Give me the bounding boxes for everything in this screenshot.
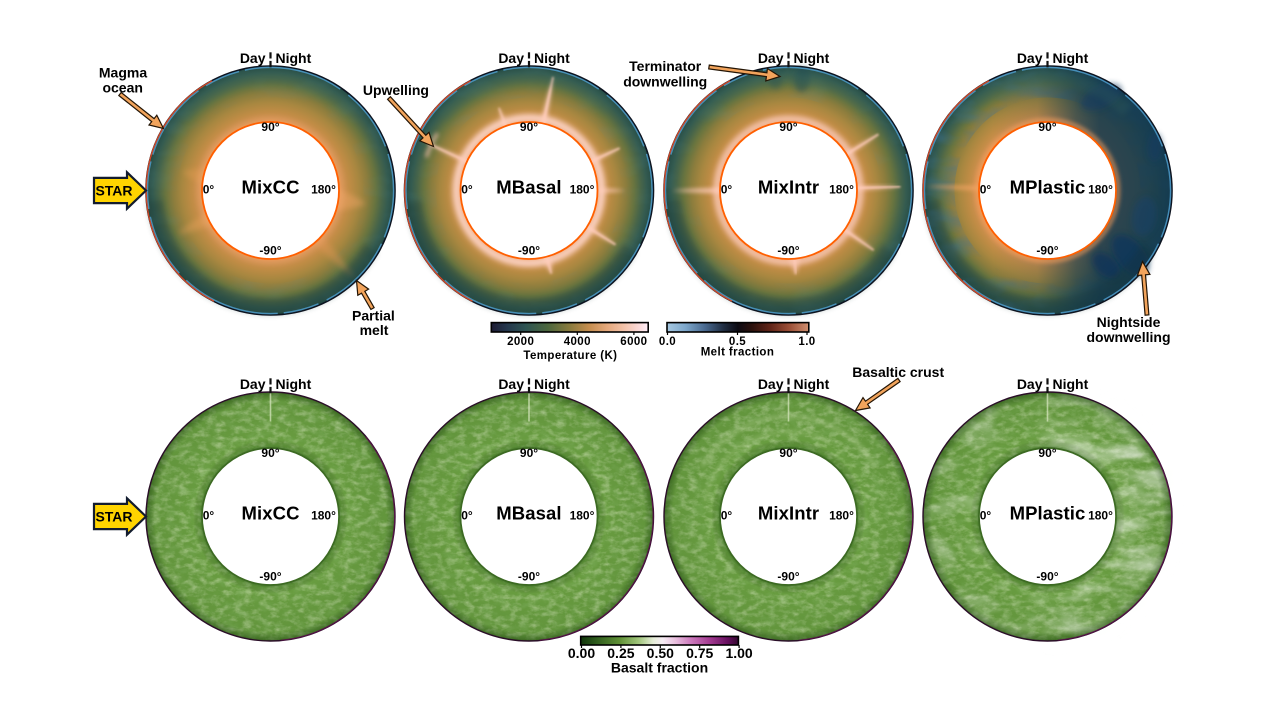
- svg-text:0.5: 0.5: [729, 336, 746, 348]
- svg-text:Basaltic crust: Basaltic crust: [852, 364, 944, 380]
- svg-text:Night: Night: [534, 50, 570, 66]
- svg-text:180°: 180°: [1088, 508, 1113, 522]
- svg-text:0.00: 0.00: [568, 645, 595, 661]
- svg-text:0°: 0°: [980, 508, 992, 522]
- svg-text:180°: 180°: [570, 182, 595, 196]
- svg-text:180°: 180°: [1088, 182, 1113, 196]
- svg-text:0°: 0°: [980, 182, 992, 196]
- svg-text:STAR: STAR: [95, 509, 132, 525]
- svg-text:MPlastic: MPlastic: [1010, 177, 1086, 198]
- svg-text:Day: Day: [498, 376, 524, 392]
- svg-text:-90°: -90°: [1036, 570, 1058, 584]
- svg-text:Night: Night: [794, 50, 830, 66]
- svg-text:0°: 0°: [721, 182, 733, 196]
- svg-text:0°: 0°: [203, 508, 215, 522]
- svg-text:180°: 180°: [829, 182, 854, 196]
- svg-text:Day: Day: [240, 376, 266, 392]
- svg-text:melt: melt: [360, 322, 389, 338]
- svg-text:Night: Night: [1053, 50, 1089, 66]
- svg-text:2000: 2000: [507, 336, 534, 348]
- svg-text:Temperature (K): Temperature (K): [523, 350, 617, 362]
- svg-text:1.0: 1.0: [798, 336, 815, 348]
- svg-text:Day: Day: [1017, 50, 1043, 66]
- svg-text:-90°: -90°: [777, 570, 799, 584]
- svg-text:Upwelling: Upwelling: [363, 82, 429, 98]
- svg-text:-90°: -90°: [777, 244, 799, 258]
- svg-text:MPlastic: MPlastic: [1010, 503, 1086, 524]
- svg-text:90°: 90°: [520, 120, 538, 134]
- svg-text:Day: Day: [1017, 376, 1043, 392]
- svg-text:90°: 90°: [779, 446, 797, 460]
- svg-text:MixIntr: MixIntr: [758, 177, 819, 198]
- svg-text:0°: 0°: [461, 182, 473, 196]
- svg-text:1.00: 1.00: [725, 645, 752, 661]
- svg-text:STAR: STAR: [95, 183, 132, 199]
- svg-text:Basalt fraction: Basalt fraction: [611, 660, 708, 676]
- svg-text:MBasal: MBasal: [496, 177, 561, 198]
- svg-text:0.50: 0.50: [647, 645, 674, 661]
- svg-text:ocean: ocean: [102, 80, 142, 96]
- svg-text:MBasal: MBasal: [496, 503, 561, 524]
- svg-text:90°: 90°: [261, 446, 279, 460]
- svg-text:90°: 90°: [779, 120, 797, 134]
- svg-text:0°: 0°: [461, 508, 473, 522]
- svg-text:90°: 90°: [1038, 446, 1056, 460]
- svg-text:-90°: -90°: [518, 244, 540, 258]
- svg-text:180°: 180°: [311, 508, 336, 522]
- svg-text:Night: Night: [276, 50, 312, 66]
- svg-text:downwelling: downwelling: [623, 73, 707, 89]
- svg-text:Day: Day: [498, 50, 524, 66]
- svg-text:-90°: -90°: [518, 570, 540, 584]
- svg-text:MixIntr: MixIntr: [758, 503, 819, 524]
- svg-text:180°: 180°: [570, 508, 595, 522]
- svg-text:180°: 180°: [311, 182, 336, 196]
- svg-text:0°: 0°: [721, 508, 733, 522]
- svg-text:MixCC: MixCC: [241, 177, 299, 198]
- svg-text:0°: 0°: [203, 182, 215, 196]
- svg-text:-90°: -90°: [259, 570, 281, 584]
- svg-text:180°: 180°: [829, 508, 854, 522]
- svg-text:4000: 4000: [564, 336, 591, 348]
- svg-text:Terminator: Terminator: [629, 58, 702, 74]
- svg-text:0.75: 0.75: [686, 645, 713, 661]
- svg-text:Night: Night: [794, 376, 830, 392]
- svg-text:6000: 6000: [620, 336, 647, 348]
- svg-text:MixCC: MixCC: [241, 503, 299, 524]
- svg-text:90°: 90°: [261, 120, 279, 134]
- svg-text:Day: Day: [758, 50, 784, 66]
- svg-text:Day: Day: [240, 50, 266, 66]
- svg-text:Day: Day: [758, 376, 784, 392]
- svg-text:Night: Night: [276, 376, 312, 392]
- svg-text:Melt fraction: Melt fraction: [701, 347, 775, 359]
- svg-text:-90°: -90°: [1036, 244, 1058, 258]
- svg-text:Partial: Partial: [352, 308, 395, 324]
- svg-text:90°: 90°: [1038, 120, 1056, 134]
- svg-text:0.0: 0.0: [659, 336, 676, 348]
- svg-text:Night: Night: [534, 376, 570, 392]
- svg-text:Night: Night: [1053, 376, 1089, 392]
- svg-text:Nightside: Nightside: [1097, 314, 1161, 330]
- svg-text:downwelling: downwelling: [1087, 329, 1171, 345]
- svg-text:0.25: 0.25: [607, 645, 634, 661]
- svg-text:90°: 90°: [520, 446, 538, 460]
- svg-text:Magma: Magma: [99, 65, 147, 81]
- svg-text:-90°: -90°: [259, 244, 281, 258]
